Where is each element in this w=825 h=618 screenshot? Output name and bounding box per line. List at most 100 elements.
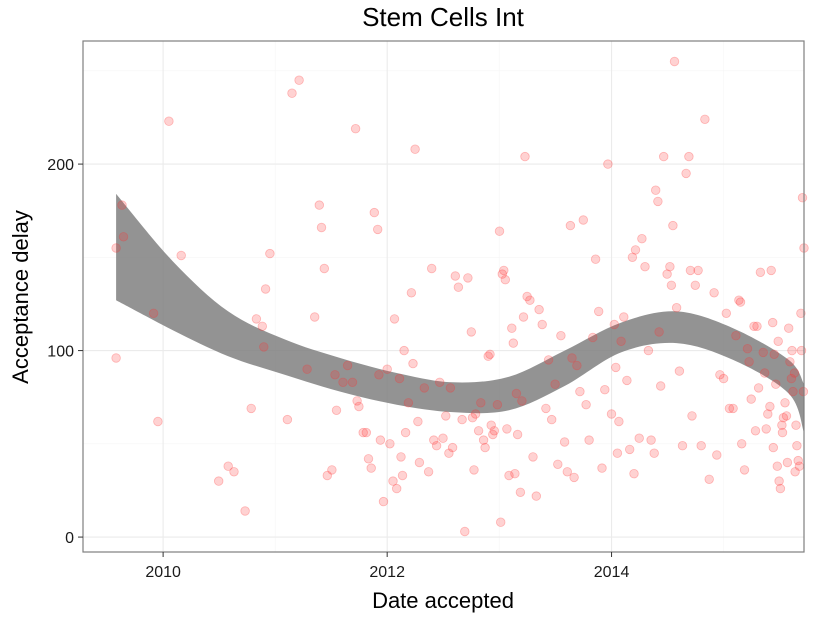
data-point (619, 312, 629, 322)
data-point (213, 476, 224, 486)
data-point (559, 437, 570, 447)
data-point (575, 386, 585, 397)
data-point (600, 385, 610, 395)
data-point (581, 400, 591, 410)
data-point (724, 403, 735, 414)
data-point (760, 368, 770, 378)
data-point (684, 151, 694, 162)
data-point (489, 426, 500, 436)
data-point (609, 319, 620, 330)
data-point (787, 345, 797, 356)
data-point (728, 403, 738, 414)
data-point (294, 75, 304, 85)
data-point (665, 262, 675, 272)
data-point (771, 379, 781, 389)
data-point (629, 469, 639, 479)
x-tick-label: 2010 (145, 564, 181, 581)
data-point (773, 336, 783, 347)
data-point (654, 327, 664, 337)
data-point (438, 433, 448, 443)
data-point (511, 388, 522, 399)
data-point (494, 226, 505, 236)
data-point (400, 427, 411, 438)
data-point (603, 159, 613, 169)
data-point (742, 344, 753, 354)
data-point (373, 224, 383, 235)
data-point (768, 317, 778, 328)
data-point (260, 284, 271, 294)
data-point (327, 465, 337, 475)
data-point (792, 441, 802, 451)
data-point (627, 252, 638, 262)
data-point (423, 467, 434, 477)
data-point (319, 263, 330, 274)
data-point (788, 386, 798, 397)
data-point (117, 200, 127, 210)
data-point (504, 470, 514, 481)
data-point (497, 269, 508, 279)
data-point (765, 401, 775, 412)
data-point (338, 377, 348, 388)
data-point (537, 319, 547, 330)
data-point (528, 452, 538, 462)
data-point (562, 467, 573, 477)
data-point (265, 248, 275, 259)
data-point (111, 353, 121, 363)
data-point (342, 360, 353, 371)
data-point (700, 114, 710, 125)
data-point (789, 368, 800, 378)
data-point (790, 467, 800, 477)
data-point (251, 314, 262, 324)
data-point (510, 469, 520, 479)
smooth-confidence-band (116, 193, 805, 433)
data-point (485, 349, 495, 360)
data-point (457, 414, 467, 425)
data-point (229, 467, 239, 477)
data-point (486, 420, 496, 430)
data-point (777, 420, 787, 430)
data-point (696, 441, 706, 451)
x-tick-label: 2012 (369, 564, 405, 581)
data-point (739, 465, 750, 475)
data-point (259, 342, 269, 352)
data-point (622, 375, 632, 386)
data-point (512, 429, 523, 440)
data-point (522, 291, 532, 302)
data-point (322, 470, 333, 481)
data-point (715, 370, 725, 380)
data-point (637, 233, 647, 244)
data-point (534, 304, 544, 315)
data-point (500, 275, 511, 285)
data-point (777, 427, 788, 438)
data-point (775, 483, 786, 494)
data-point (480, 442, 490, 453)
data-point (153, 416, 163, 427)
data-point (389, 314, 400, 324)
data-point (282, 414, 293, 425)
data-point (502, 424, 512, 434)
data-point (768, 442, 779, 453)
data-point (463, 273, 473, 283)
data-point (761, 424, 771, 434)
data-point (427, 263, 437, 274)
data-point (704, 474, 714, 485)
data-point (671, 303, 682, 313)
data-point (363, 454, 374, 464)
data-point (578, 215, 589, 225)
data-point (310, 312, 320, 322)
data-point (347, 377, 358, 388)
data-point (399, 345, 409, 356)
data-point (612, 448, 623, 458)
data-point (646, 435, 656, 445)
data-point (786, 373, 797, 384)
data-point (797, 192, 808, 203)
chart-title: Stem Cells Int (362, 2, 525, 32)
data-point (118, 232, 129, 242)
data-point (246, 403, 256, 414)
data-point (630, 245, 641, 255)
data-point (774, 476, 784, 486)
data-point (257, 321, 268, 332)
data-point (148, 308, 159, 319)
data-point (718, 373, 729, 384)
data-point (651, 185, 661, 195)
